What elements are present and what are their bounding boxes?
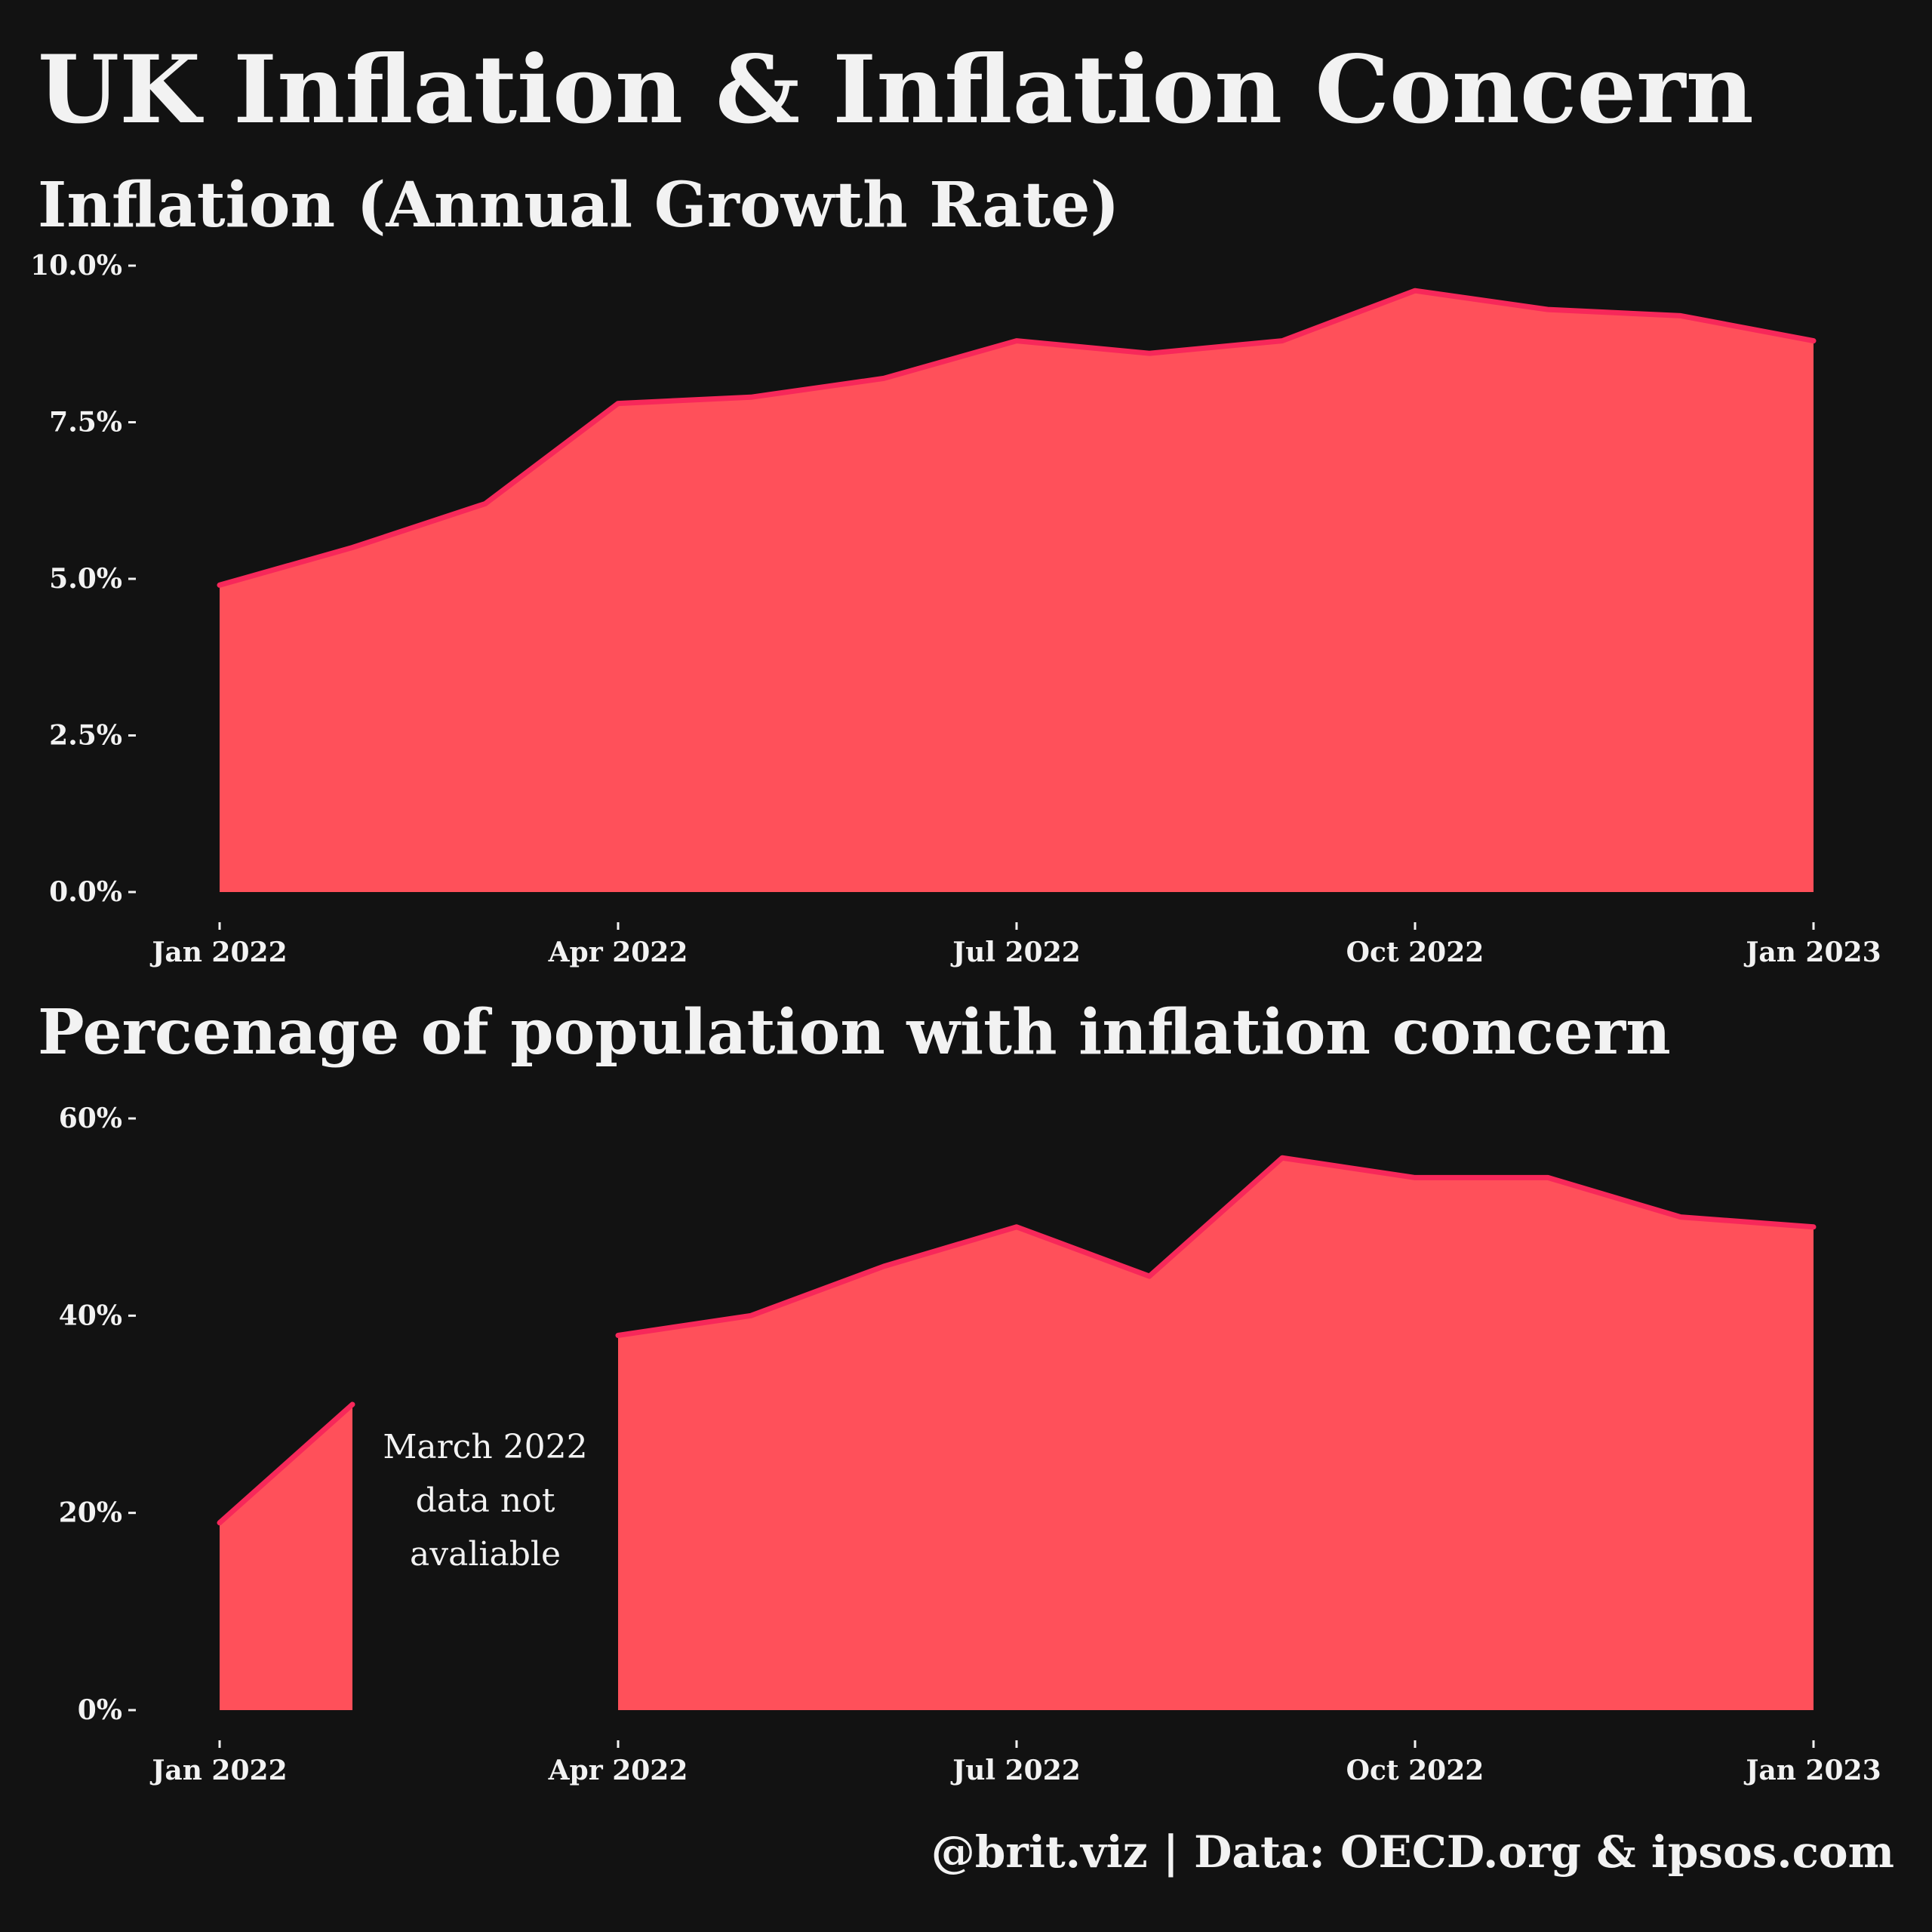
inflation-x-tick-label: Jan 2023 (1743, 937, 1881, 968)
concern-x-tick-label: Apr 2022 (548, 1755, 688, 1786)
concern-x-tick-label: Oct 2022 (1346, 1755, 1484, 1786)
inflation-y-tick-label: 7.5% (49, 407, 122, 438)
inflation-y-tick-label: 2.5% (49, 720, 122, 752)
inflation-x-tick-label: Jul 2022 (950, 937, 1081, 968)
inflation-x-tick-label: Apr 2022 (548, 937, 688, 968)
inflation-plot-area: 0.0% 2.5% 5.0% 7.5% 10.0% Jan 2022 Apr 2022 Jul… (30, 250, 1881, 968)
inflation-y-tick-label: 0.0% (49, 876, 122, 908)
concern-panel: Percenage of population with inflation c… (38, 996, 1881, 1786)
concern-x-tick-label: Jan 2023 (1743, 1755, 1881, 1786)
concern-panel-title: Percenage of population with inflation c… (38, 996, 1671, 1069)
concern-y-tick-label: 60% (59, 1103, 122, 1134)
main-title: UK Inflation & Inflation Concern (38, 35, 1754, 145)
concern-x-tick-label: Jul 2022 (950, 1755, 1081, 1786)
source-caption: @brit.viz | Data: OECD.org & ipsos.com (931, 1826, 1894, 1878)
inflation-x-tick-label: Oct 2022 (1346, 937, 1484, 968)
inflation-panel-title: Inflation (Annual Growth Rate) (38, 169, 1119, 242)
concern-y-tick-label: 0% (78, 1694, 122, 1726)
concern-series-line (615, 1155, 1817, 1338)
inflation-area-segment (220, 291, 1814, 892)
concern-series-line (217, 1401, 355, 1526)
inflation-panel: Inflation (Annual Growth Rate) 0.0% 2.5% 5… (30, 169, 1881, 968)
inflation-y-tick-label: 5.0% (49, 563, 122, 595)
inflation-x-tick-label: Jan 2022 (149, 937, 287, 968)
concern-plot-area: 0% 20% 40% 60% Jan 2022 Apr 2022 Jul 2022 Oct 2… (59, 1103, 1881, 1786)
concern-y-tick-label: 20% (59, 1497, 122, 1529)
concern-area-segment (220, 1404, 352, 1710)
concern-annotation: March 2022 data not avaliable (383, 1428, 587, 1574)
concern-x-tick-label: Jan 2022 (149, 1755, 287, 1786)
inflation-y-tick-label: 10.0% (30, 250, 122, 281)
concern-area-segment (618, 1158, 1814, 1710)
inflation-series-line (217, 288, 1817, 588)
concern-y-tick-label: 40% (59, 1300, 122, 1331)
